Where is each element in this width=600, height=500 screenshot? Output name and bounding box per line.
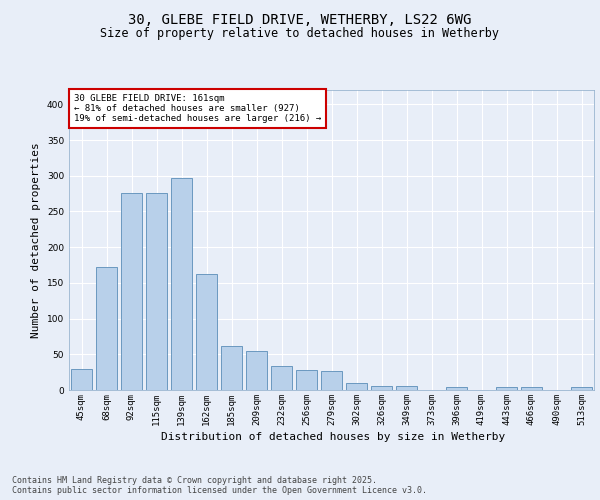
Bar <box>296 370 317 390</box>
Bar <box>521 387 542 390</box>
Bar <box>146 193 167 390</box>
Bar <box>121 193 142 390</box>
Bar <box>221 346 242 390</box>
Bar <box>321 372 342 390</box>
Y-axis label: Number of detached properties: Number of detached properties <box>31 142 41 338</box>
Text: Size of property relative to detached houses in Wetherby: Size of property relative to detached ho… <box>101 28 499 40</box>
Bar <box>446 387 467 390</box>
Text: Contains HM Land Registry data © Crown copyright and database right 2025.
Contai: Contains HM Land Registry data © Crown c… <box>12 476 427 495</box>
Bar <box>196 274 217 390</box>
Bar <box>96 267 117 390</box>
Bar <box>171 178 192 390</box>
Bar <box>346 383 367 390</box>
Text: 30, GLEBE FIELD DRIVE, WETHERBY, LS22 6WG: 30, GLEBE FIELD DRIVE, WETHERBY, LS22 6W… <box>128 12 472 26</box>
Bar <box>246 352 267 390</box>
Bar <box>496 387 517 390</box>
Text: Distribution of detached houses by size in Wetherby: Distribution of detached houses by size … <box>161 432 505 442</box>
Bar <box>396 386 417 390</box>
Bar <box>271 366 292 390</box>
Bar <box>571 387 592 390</box>
Bar <box>71 368 92 390</box>
Bar <box>371 386 392 390</box>
Text: 30 GLEBE FIELD DRIVE: 161sqm
← 81% of detached houses are smaller (927)
19% of s: 30 GLEBE FIELD DRIVE: 161sqm ← 81% of de… <box>74 94 321 124</box>
